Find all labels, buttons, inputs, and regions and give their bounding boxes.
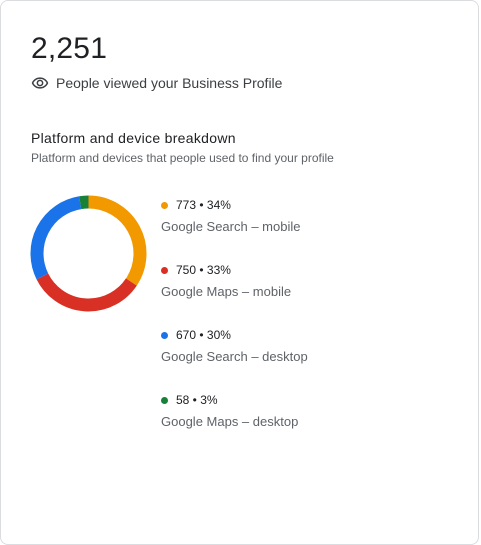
legend-item-google-search-mobile: 773 • 34% Google Search – mobile bbox=[161, 197, 461, 262]
views-caption: People viewed your Business Profile bbox=[31, 73, 282, 93]
breakdown-subtitle: Platform and devices that people used to… bbox=[31, 151, 334, 165]
legend-category-label: Google Maps – mobile bbox=[161, 284, 292, 299]
legend-category-label: Google Search – desktop bbox=[161, 349, 308, 364]
legend-category-label: Google Maps – desktop bbox=[161, 414, 299, 429]
legend-color-dot bbox=[161, 266, 168, 274]
legend-value-label: 750 • 33% bbox=[176, 263, 231, 277]
total-views-count: 2,251 bbox=[31, 32, 108, 65]
legend-value-label: 58 • 3% bbox=[176, 393, 218, 407]
legend-value-row: 58 • 3% bbox=[161, 392, 461, 408]
legend-category-label: Google Search – mobile bbox=[161, 219, 301, 234]
legend-item-google-maps-desktop: 58 • 3% Google Maps – desktop bbox=[161, 392, 461, 457]
legend-value-row: 670 • 30% bbox=[161, 327, 461, 343]
views-caption-label: People viewed your Business Profile bbox=[56, 75, 283, 91]
legend-color-dot bbox=[161, 201, 168, 209]
breakdown-title: Platform and device breakdown bbox=[31, 130, 236, 146]
platform-donut-chart bbox=[30, 195, 147, 312]
donut-slice-google-search-desktop[interactable] bbox=[30, 196, 82, 280]
legend-value-label: 670 • 30% bbox=[176, 328, 231, 342]
legend-value-label: 773 • 34% bbox=[176, 198, 231, 212]
donut-slice-google-maps-desktop[interactable] bbox=[79, 195, 89, 210]
legend-item-google-search-desktop: 670 • 30% Google Search – desktop bbox=[161, 327, 461, 392]
donut-slice-google-search-mobile[interactable] bbox=[88, 195, 147, 286]
legend-value-row: 773 • 34% bbox=[161, 197, 461, 213]
chart-legend: 773 • 34% Google Search – mobile 750 • 33%… bbox=[161, 197, 461, 457]
legend-value-row: 750 • 33% bbox=[161, 262, 461, 278]
legend-item-google-maps-mobile: 750 • 33% Google Maps – mobile bbox=[161, 262, 461, 327]
legend-color-dot bbox=[161, 331, 168, 339]
legend-color-dot bbox=[161, 396, 168, 404]
eye-icon bbox=[31, 77, 49, 89]
donut-slice-google-maps-mobile[interactable] bbox=[36, 273, 137, 312]
